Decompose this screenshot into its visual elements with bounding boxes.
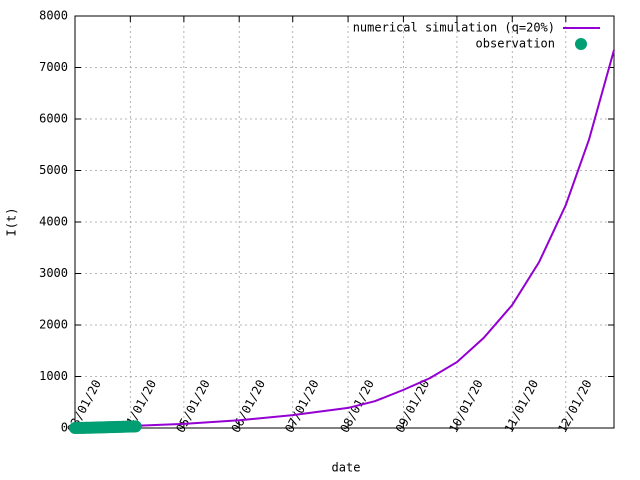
- legend-swatch: [575, 38, 587, 50]
- x-tick-label: 10/01/20: [446, 377, 485, 435]
- y-tick-label: 0: [61, 421, 68, 435]
- series-line: [74, 49, 615, 428]
- x-tick-label: 12/01/20: [555, 377, 594, 435]
- x-tick-label: 07/01/20: [282, 377, 321, 435]
- x-axis-label: date: [332, 461, 361, 475]
- y-tick-label: 3000: [39, 266, 68, 280]
- observation-point: [129, 420, 142, 433]
- y-tick-label: 1000: [39, 369, 68, 383]
- y-tick-label: 2000: [39, 318, 68, 332]
- y-tick-label: 5000: [39, 163, 68, 177]
- plot-border: [74, 15, 615, 429]
- x-tick-label: 06/01/20: [229, 377, 268, 435]
- y-axis-label: I(t): [5, 208, 19, 237]
- y-tick-label: 6000: [39, 112, 68, 126]
- legend-label: numerical simulation (q=20%): [353, 21, 555, 35]
- y-tick-label: 4000: [39, 215, 68, 229]
- x-tick-label: 05/01/20: [173, 377, 212, 435]
- legend-label: observation: [476, 37, 555, 51]
- x-tick-label: 11/01/20: [502, 377, 541, 435]
- y-tick-label: 7000: [39, 60, 68, 74]
- y-tick-label: 8000: [39, 9, 68, 23]
